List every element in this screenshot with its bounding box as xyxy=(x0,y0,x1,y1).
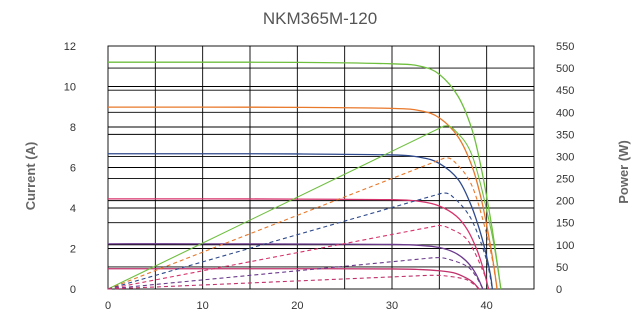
y-tick-label: 6 xyxy=(70,163,76,175)
y2-tick-label: 500 xyxy=(556,63,574,75)
y2-tick-label: 350 xyxy=(556,129,574,141)
grid xyxy=(107,45,535,290)
x-tick-label: 40 xyxy=(481,300,493,312)
y-tick-label: 8 xyxy=(70,122,76,134)
y-tick-label: 4 xyxy=(70,203,76,215)
power-curve xyxy=(107,157,498,290)
x-tick-label: 20 xyxy=(291,300,303,312)
iv-curve xyxy=(108,268,480,290)
iv-curve xyxy=(107,106,498,290)
chart-title: NKM365M-120 xyxy=(263,9,377,28)
y2-tick-label: 300 xyxy=(556,151,574,163)
iv-curve xyxy=(107,153,493,290)
x-tick-label: 10 xyxy=(197,300,209,312)
power-curve xyxy=(107,125,502,290)
power-curve xyxy=(107,274,480,290)
y2-tick-label: 550 xyxy=(556,41,574,53)
x-tick-label: 30 xyxy=(386,300,398,312)
y2-tick-label: 200 xyxy=(556,196,574,208)
y-tick-label: 10 xyxy=(64,82,76,94)
y-tick-label: 0 xyxy=(70,284,76,296)
power-curve xyxy=(107,257,484,290)
iv-curve xyxy=(107,243,484,290)
iv-curve xyxy=(107,61,502,290)
iv-curve xyxy=(107,198,490,290)
y2-tick-label: 0 xyxy=(556,284,562,296)
y2-tick-label: 250 xyxy=(556,174,574,186)
y2-tick-label: 400 xyxy=(556,107,574,119)
y2-tick-label: 50 xyxy=(556,262,568,274)
x-tick-label: 0 xyxy=(105,300,111,312)
y-tick-label: 12 xyxy=(64,41,76,53)
y-axis-label: Current (A) xyxy=(23,142,38,211)
power-curve xyxy=(107,192,493,290)
y-tick-label: 2 xyxy=(70,244,76,256)
plot-area xyxy=(107,61,502,290)
y2-tick-label: 150 xyxy=(556,218,574,230)
y2-axis-label: Power (W) xyxy=(616,140,631,204)
y2-tick-label: 450 xyxy=(556,85,574,97)
tick-labels: 0 10 20 30 400246810120501001502002503003504… xyxy=(64,41,575,312)
y2-tick-label: 100 xyxy=(556,240,574,252)
